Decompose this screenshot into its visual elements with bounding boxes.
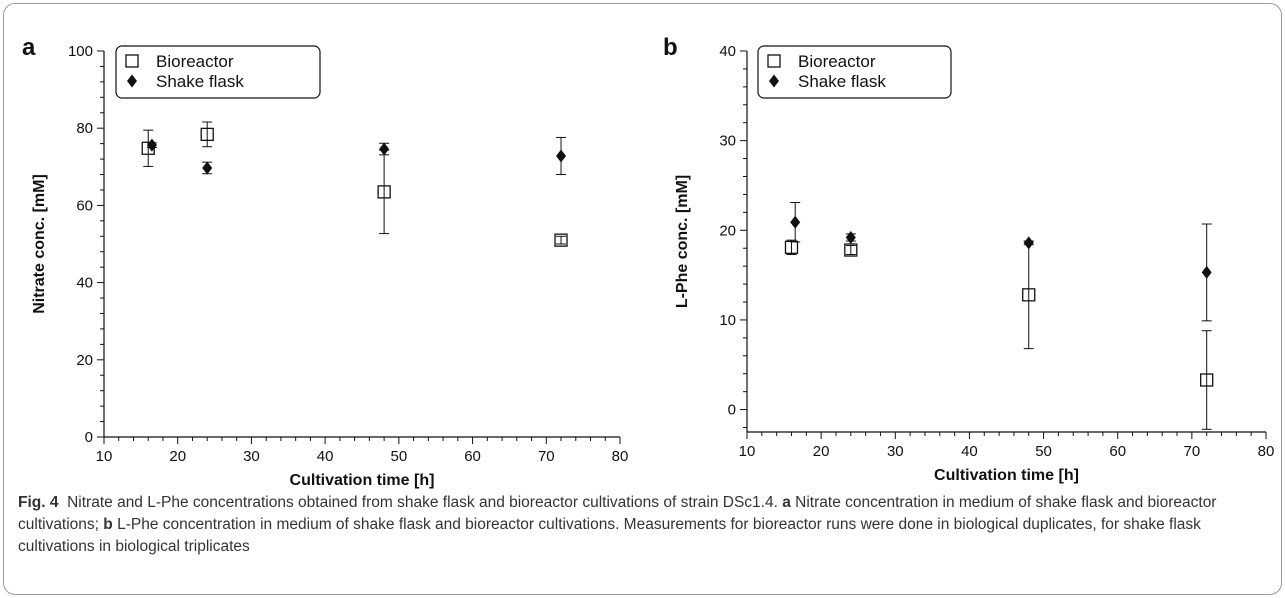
y-tick-label: 20 [76, 352, 93, 369]
y-tick-label: 40 [719, 43, 736, 60]
legend-box [115, 45, 321, 99]
y-tick-label: 60 [76, 197, 93, 214]
data-point [200, 127, 214, 142]
data-point [1023, 236, 1034, 250]
x-tick-label: 50 [391, 448, 408, 465]
caption-b-label: b [103, 516, 113, 533]
x-tick-label: 40 [317, 448, 334, 465]
panel-label-b: b [663, 34, 678, 61]
legend-label: Bioreactor [156, 52, 234, 71]
caption-a-label: a [782, 494, 791, 511]
data-point [146, 138, 157, 152]
legend-marker [769, 74, 779, 88]
y-axis-label: L-Phe conc. [mM] [674, 175, 691, 308]
legend-label: Shake flask [156, 72, 244, 91]
chart-a: a 10 20 30 40 50 60 70 80 0 20 40 60 80 100 Cultivation… [22, 34, 628, 489]
x-tick-label: 10 [96, 448, 113, 465]
y-tick-label: 30 [719, 133, 736, 150]
legend-marker [767, 54, 781, 68]
y-tick-label: 0 [728, 402, 736, 419]
legend-marker [127, 74, 137, 88]
y-tick-label: 40 [76, 275, 93, 292]
x-tick-label: 20 [169, 448, 186, 465]
caption-b-text: L-Phe concentration in medium of shake f… [18, 516, 1201, 555]
y-tick-label: 20 [719, 222, 736, 239]
x-tick-label: 60 [464, 448, 481, 465]
panel-label-a: a [22, 34, 36, 61]
x-tick-label: 80 [1258, 443, 1275, 460]
x-axis-label: Cultivation time [h] [290, 472, 435, 489]
caption-a-text: Nitrate concentration in medium of shake… [18, 494, 1217, 533]
x-tick-label: 10 [739, 443, 756, 460]
data-point [554, 233, 568, 247]
series-open-square [784, 239, 1214, 430]
x-tick-label: 40 [961, 443, 978, 460]
x-tick-label: 30 [887, 443, 904, 460]
data-point [556, 149, 567, 163]
x-tick-label: 70 [1184, 443, 1201, 460]
x-tick-label: 50 [1035, 443, 1052, 460]
data-point [379, 142, 390, 156]
data-point [377, 185, 391, 199]
series-filled-diamond [146, 136, 567, 176]
data-point [1201, 265, 1212, 279]
data-point [784, 240, 799, 254]
x-tick-label: 70 [538, 448, 555, 465]
x-tick-label: 80 [612, 448, 629, 465]
legend-label: Bioreactor [798, 52, 876, 71]
y-tick-label: 80 [76, 120, 93, 137]
y-axis-label: Nitrate conc. [mM] [31, 174, 48, 314]
data-point [845, 230, 856, 244]
data-point [1200, 373, 1214, 387]
y-tick-label: 100 [68, 43, 93, 60]
series-filled-diamond [790, 202, 1212, 322]
caption-label: Fig. 4 [18, 494, 59, 511]
y-tick-label: 0 [85, 429, 93, 446]
x-tick-label: 20 [813, 443, 830, 460]
data-point [202, 161, 213, 175]
data-point [844, 243, 858, 257]
x-axis-label: Cultivation time [h] [934, 467, 1079, 484]
data-point [1022, 288, 1036, 302]
x-tick-label: 30 [243, 448, 260, 465]
chart-b: b 10 20 30 40 50 60 70 80 0 10 20 30 40 Cultivation ti… [663, 34, 1274, 484]
figure-caption: Fig. 4 Nitrate and L-Phe concentrations … [18, 492, 1268, 558]
legend-box [757, 45, 952, 99]
y-tick-label: 10 [719, 312, 736, 329]
caption-title: Nitrate and L-Phe concentrations obtaine… [67, 494, 778, 511]
legend-label: Shake flask [798, 72, 886, 91]
figure-frame [3, 3, 1282, 595]
data-point [790, 215, 801, 229]
legend-marker [125, 54, 139, 68]
x-tick-label: 60 [1109, 443, 1126, 460]
series-open-square [141, 121, 568, 247]
